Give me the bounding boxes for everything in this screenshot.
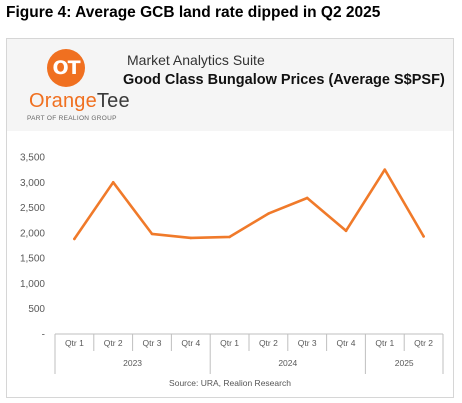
suite-label: Market Analytics Suite [127, 52, 265, 68]
data-point [228, 235, 231, 239]
line-chart: - 500 1,000 1,500 2,000 2,500 3,000 3,500 Qtr 1 Q… [20, 153, 444, 374]
y-tick-label: 1,000 [20, 279, 45, 290]
x-tick-label: Qtr 1 [220, 338, 239, 348]
y-tick-label: 3,000 [20, 178, 45, 189]
orangetee-logo-icon: OT [47, 49, 85, 87]
x-tick-label: Qtr 4 [181, 338, 200, 348]
brand-name-part2: Tee [96, 90, 130, 112]
data-point [150, 232, 154, 236]
data-point [344, 229, 348, 233]
x-group-label: 2023 [123, 358, 142, 368]
y-tick-label: - [42, 330, 45, 341]
data-point [383, 168, 387, 171]
x-tick-label: Qtr 2 [259, 338, 278, 348]
x-group-label: 2025 [395, 358, 414, 368]
series-line [73, 168, 425, 241]
x-tick-label: Qtr 2 [414, 338, 433, 348]
chart-title: Good Class Bungalow Prices (Average S$PS… [123, 72, 445, 88]
figure-title: Figure 4: Average GCB land rate dipped i… [6, 4, 381, 21]
x-tick-label: Qtr 1 [65, 338, 84, 348]
brand-name: OrangeTee [29, 90, 130, 113]
data-point [73, 237, 76, 241]
x-group-label: 2024 [278, 358, 297, 368]
x-tick-label: Qtr 3 [143, 338, 162, 348]
x-tick-label: Qtr 2 [104, 338, 123, 348]
chart-header [7, 39, 453, 131]
x-tick-label: Qtr 3 [298, 338, 317, 348]
y-tick-label: 500 [28, 304, 45, 315]
data-point [111, 180, 115, 184]
brand-tagline: PART OF REALION GROUP [27, 115, 117, 122]
y-tick-label: 2,500 [20, 203, 45, 214]
y-tick-label: 2,000 [20, 228, 45, 239]
y-tick-label: 1,500 [20, 254, 45, 265]
source-note: Source: URA, Realion Research [169, 378, 291, 388]
chart-card: OT OrangeTee PART OF REALION GROUP Marke… [6, 38, 454, 398]
x-tick-label: Qtr 1 [375, 338, 394, 348]
x-tick-label: Qtr 4 [337, 338, 356, 348]
data-point [267, 212, 270, 215]
data-point [422, 235, 425, 238]
data-point [305, 196, 309, 200]
data-point [189, 236, 193, 240]
brand-name-part1: Orange [29, 90, 97, 112]
y-tick-label: 3,500 [20, 153, 45, 164]
